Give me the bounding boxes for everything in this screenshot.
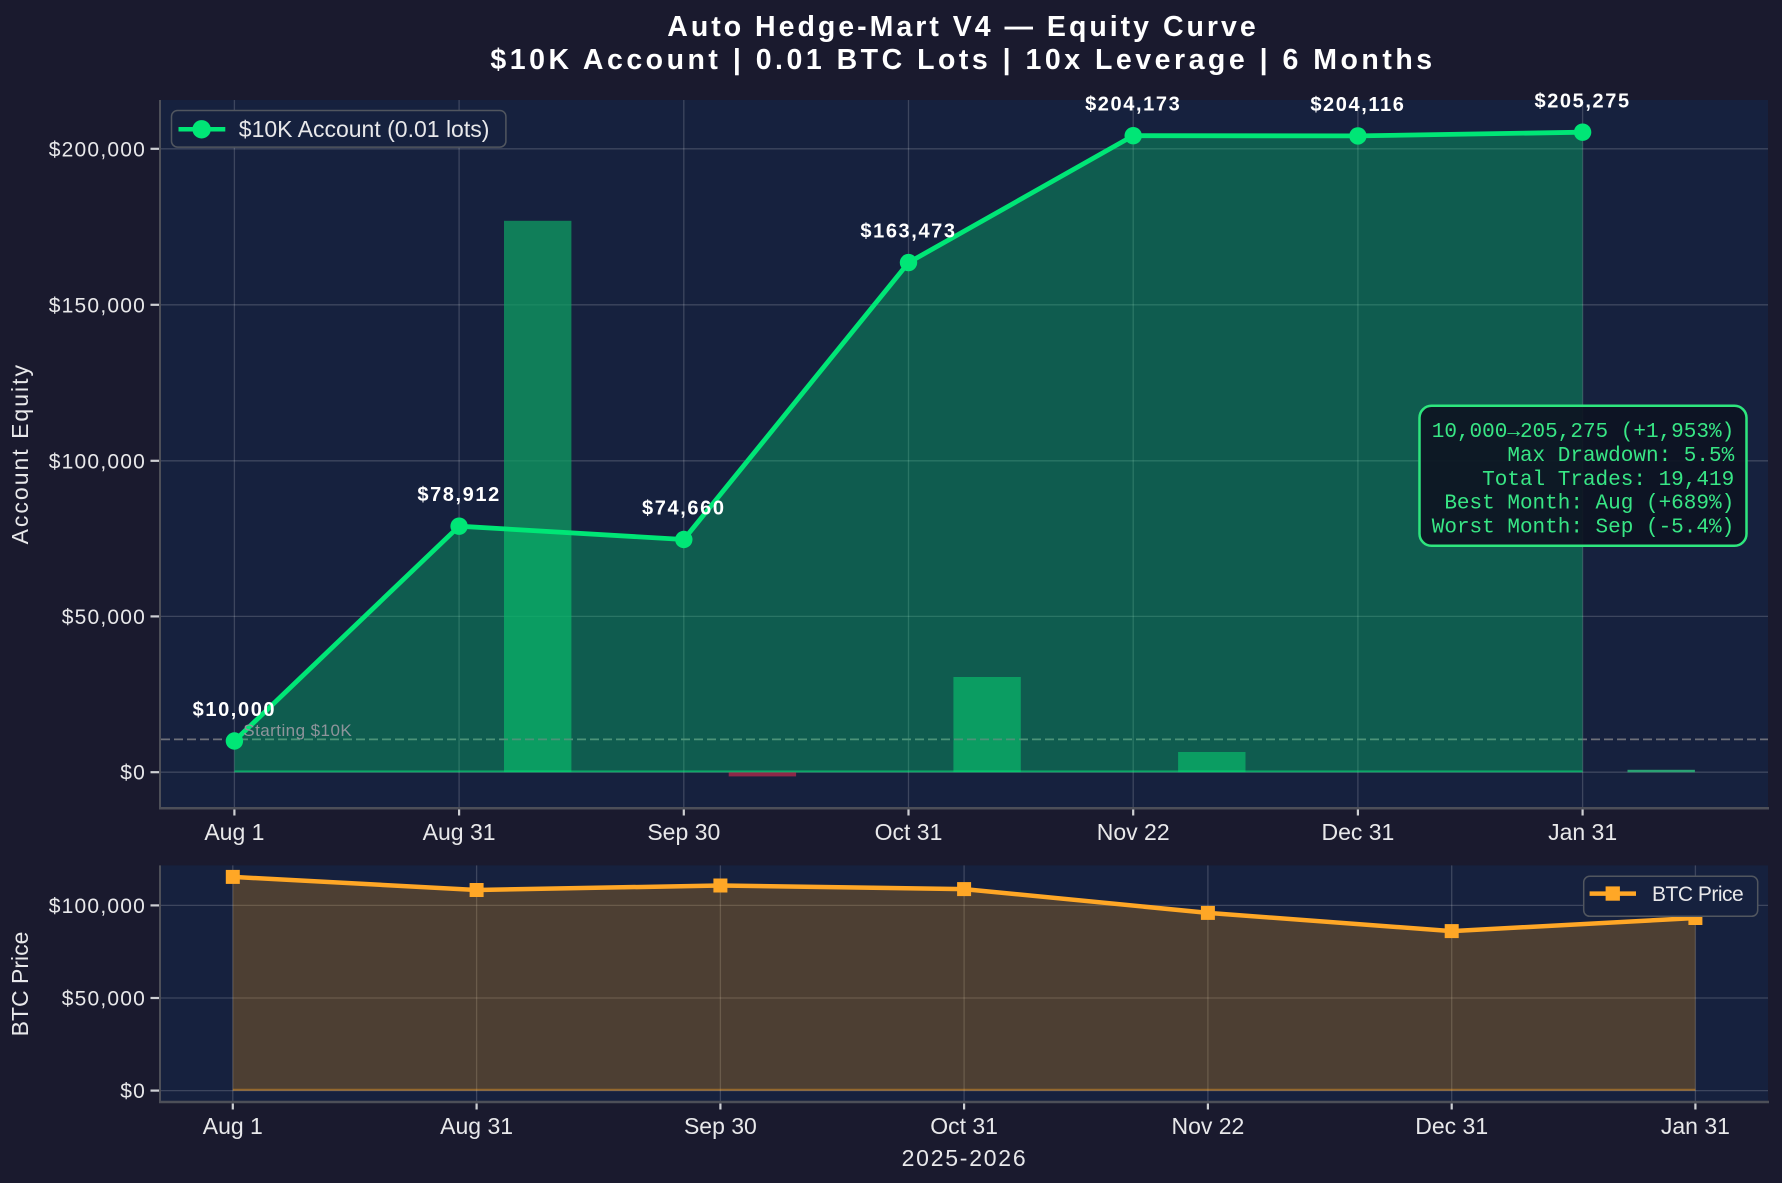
svg-text:BTC Price: BTC Price	[7, 932, 33, 1037]
svg-text:Sep 30: Sep 30	[647, 819, 720, 845]
svg-text:$0: $0	[120, 762, 146, 785]
svg-text:BTC Price: BTC Price	[1652, 883, 1743, 906]
svg-text:Jan 31: Jan 31	[1661, 1113, 1730, 1139]
svg-text:$10K Account (0.01 lots): $10K Account (0.01 lots)	[239, 116, 490, 142]
svg-text:$50,000: $50,000	[62, 988, 146, 1011]
svg-text:$204,116: $204,116	[1310, 94, 1405, 116]
svg-text:Aug 1: Aug 1	[203, 1113, 263, 1139]
svg-text:Auto Hedge-Mart V4 — Equity Cu: Auto Hedge-Mart V4 — Equity Curve	[667, 11, 1258, 43]
svg-text:$10K Account | 0.01 BTC Lots |: $10K Account | 0.01 BTC Lots | 10x Lever…	[490, 44, 1435, 76]
svg-text:$150,000: $150,000	[49, 294, 146, 317]
svg-text:$100,000: $100,000	[49, 895, 146, 918]
svg-text:Max Drawdown: 5.5%: Max Drawdown: 5.5%	[1507, 445, 1734, 468]
svg-text:$200,000: $200,000	[49, 138, 146, 161]
svg-text:Nov 22: Nov 22	[1171, 1113, 1244, 1139]
svg-text:$205,275: $205,275	[1534, 90, 1630, 112]
svg-text:Sep 30: Sep 30	[684, 1113, 757, 1139]
svg-text:Jan 31: Jan 31	[1548, 819, 1617, 845]
svg-text:Account Equity: Account Equity	[7, 363, 33, 544]
svg-text:Oct 31: Oct 31	[875, 819, 943, 845]
svg-text:Nov 22: Nov 22	[1097, 819, 1170, 845]
svg-text:Aug 31: Aug 31	[440, 1113, 513, 1139]
svg-text:$10,000: $10,000	[193, 699, 277, 721]
svg-text:Starting $10K: Starting $10K	[243, 721, 352, 740]
svg-text:$50,000: $50,000	[62, 606, 146, 629]
svg-text:$78,912: $78,912	[417, 484, 501, 506]
svg-text:Best Month: Aug (+689%): Best Month: Aug (+689%)	[1444, 493, 1734, 516]
svg-text:10,000→205,275 (+1,953%): 10,000→205,275 (+1,953%)	[1432, 421, 1734, 444]
svg-text:Aug 31: Aug 31	[423, 819, 496, 845]
svg-text:Oct 31: Oct 31	[930, 1113, 998, 1139]
svg-text:Aug 1: Aug 1	[204, 819, 264, 845]
svg-text:$0: $0	[120, 1080, 146, 1103]
svg-text:$100,000: $100,000	[49, 450, 146, 473]
svg-text:$204,173: $204,173	[1085, 94, 1181, 116]
svg-text:$74,660: $74,660	[642, 498, 726, 520]
svg-text:Dec 31: Dec 31	[1415, 1113, 1488, 1139]
svg-text:Total Trades: 19,419: Total Trades: 19,419	[1482, 469, 1734, 492]
svg-text:Worst Month: Sep (-5.4%): Worst Month: Sep (-5.4%)	[1432, 516, 1734, 539]
svg-text:$163,473: $163,473	[860, 221, 956, 243]
svg-text:Dec 31: Dec 31	[1321, 819, 1394, 845]
svg-text:2025-2026: 2025-2026	[902, 1145, 1028, 1171]
